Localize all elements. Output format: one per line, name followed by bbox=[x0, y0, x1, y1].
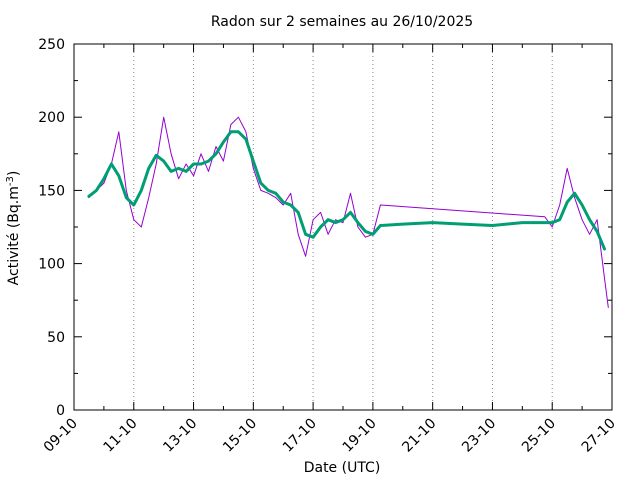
y-tick-label: 250 bbox=[38, 37, 65, 53]
y-axis-label: Activité (Bq.m-3) bbox=[5, 171, 23, 286]
series-layer bbox=[87, 116, 609, 308]
x-axis-label: Date (UTC) bbox=[304, 460, 381, 476]
series-line-raw bbox=[88, 116, 609, 308]
y-axis-label-main: Activité (Bq.m bbox=[6, 186, 22, 285]
chart-title: Radon sur 2 semaines au 26/10/2025 bbox=[211, 14, 473, 30]
y-tick-label: 150 bbox=[38, 183, 65, 199]
y-tick-label: 100 bbox=[38, 257, 65, 273]
series-line-smoothed bbox=[87, 130, 606, 251]
grid-lines bbox=[133, 44, 553, 410]
y-tick-label: 200 bbox=[38, 110, 65, 126]
y-axis-label-exponent: -3 bbox=[5, 176, 16, 186]
y-tick-label: 0 bbox=[56, 403, 65, 419]
y-axis-label-close: ) bbox=[6, 171, 22, 176]
y-tick-label: 50 bbox=[47, 330, 65, 346]
y-axis: 0 50 100 150 200 250 bbox=[38, 37, 612, 419]
